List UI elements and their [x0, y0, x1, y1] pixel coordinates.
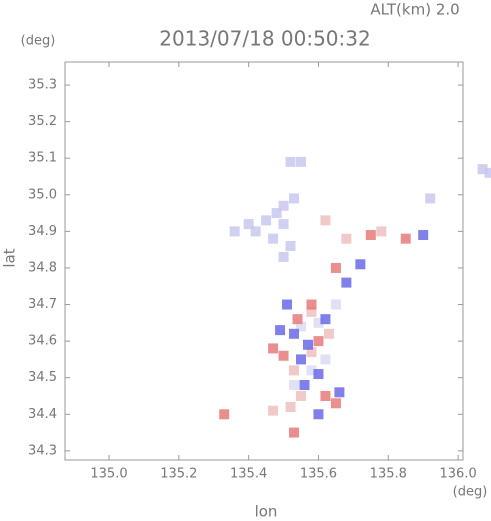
- echo-cell: [306, 365, 317, 376]
- echo-cell: [282, 299, 293, 310]
- echo-cell: [330, 262, 341, 273]
- echo-cell: [484, 167, 491, 178]
- y-axis-label: lat: [1, 248, 19, 267]
- echo-cell: [219, 409, 230, 420]
- echo-cell: [425, 193, 436, 204]
- echo-cell: [341, 277, 352, 288]
- echo-cell: [289, 380, 300, 391]
- x-tick-label: 135.8: [370, 467, 407, 482]
- echo-cell: [320, 215, 331, 226]
- x-tick-label: 136.0: [440, 467, 477, 482]
- echo-cell: [376, 226, 387, 237]
- x-tick-label: 135.6: [300, 467, 337, 482]
- echo-cell: [313, 409, 324, 420]
- y-tick-label: 34.7: [28, 297, 57, 312]
- y-tick-label: 34.3: [28, 443, 57, 458]
- echo-cell: [250, 226, 261, 237]
- echo-cell: [278, 219, 289, 230]
- echo-cell: [285, 156, 296, 167]
- echo-cell: [400, 233, 411, 244]
- echo-cell: [243, 219, 254, 230]
- x-tick-label: 135.2: [160, 467, 197, 482]
- echo-cell: [313, 369, 324, 380]
- echo-cell: [278, 200, 289, 211]
- echo-cell: [271, 208, 282, 219]
- echo-cell: [323, 328, 334, 339]
- echo-cell: [320, 314, 331, 325]
- y-tick-label: 34.4: [28, 407, 57, 422]
- echo-cell: [268, 343, 279, 354]
- echo-cell: [285, 401, 296, 412]
- echo-cell: [296, 354, 307, 365]
- chart-title: 2013/07/18 00:50:32: [159, 27, 370, 51]
- altitude-label: ALT(km) 2.0: [370, 1, 459, 19]
- x-tick-label: 135.4: [230, 467, 267, 482]
- echo-cell: [289, 365, 300, 376]
- echo-cell: [292, 314, 303, 325]
- echo-cell: [306, 347, 317, 358]
- echo-cell: [289, 427, 300, 438]
- y-tick-label: 34.9: [28, 224, 57, 239]
- y-tick-label: 35.0: [28, 187, 57, 202]
- y-tick-label: 34.6: [28, 334, 57, 349]
- echo-cell: [289, 193, 300, 204]
- echo-cell: [278, 251, 289, 262]
- y-tick-label: 35.2: [28, 114, 57, 129]
- echo-cell: [341, 233, 352, 244]
- echo-cell: [355, 259, 366, 270]
- echo-cell: [296, 156, 307, 167]
- echo-cell: [296, 390, 307, 401]
- echo-cell: [268, 405, 279, 416]
- echo-cell: [289, 328, 300, 339]
- echo-cell: [306, 306, 317, 317]
- echo-cell: [313, 317, 324, 328]
- echo-cell: [275, 325, 286, 336]
- y-tick-label: 35.3: [28, 78, 57, 93]
- echo-cell: [418, 230, 429, 241]
- echo-cell: [306, 299, 317, 310]
- y-tick-label: 34.5: [28, 370, 57, 385]
- x-axis-label: lon: [255, 503, 278, 521]
- echo-cell: [278, 350, 289, 361]
- echo-cell: [330, 398, 341, 409]
- x-tick-label: 135.0: [90, 467, 127, 482]
- echo-cell: [285, 241, 296, 252]
- echo-cell: [302, 339, 313, 350]
- echo-cell: [320, 354, 331, 365]
- echo-cell: [320, 390, 331, 401]
- echo-cell: [296, 321, 307, 332]
- echo-cell: [330, 299, 341, 310]
- echo-cell: [261, 215, 272, 226]
- plot-frame: [64, 61, 464, 461]
- y-tick-label: 34.8: [28, 260, 57, 275]
- echo-cell: [313, 336, 324, 347]
- echo-cell: [477, 164, 488, 175]
- y-unit: (deg): [21, 34, 56, 49]
- echo-cell: [365, 230, 376, 241]
- echo-cell: [268, 233, 279, 244]
- echo-cell: [334, 387, 345, 398]
- echo-cell: [229, 226, 240, 237]
- echo-cell: [299, 380, 310, 391]
- x-unit: (deg): [453, 485, 488, 500]
- y-tick-label: 35.1: [28, 151, 57, 166]
